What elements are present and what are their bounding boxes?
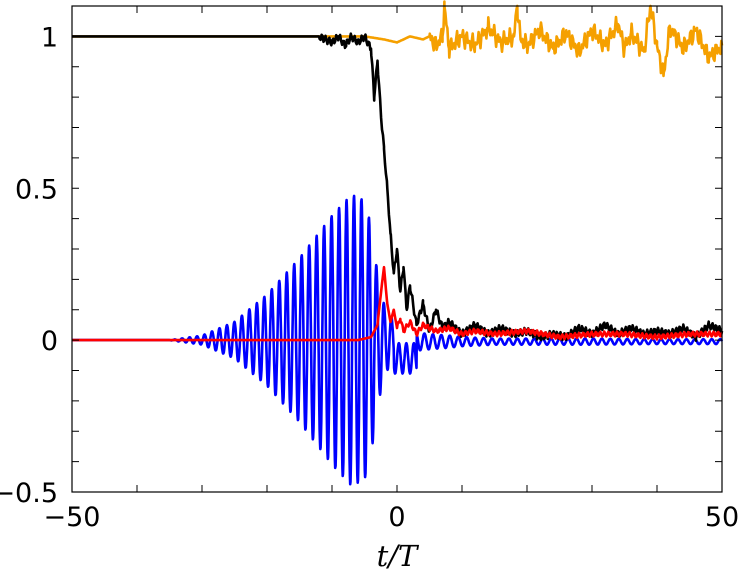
- plot-lines: [71, 0, 724, 486]
- x-tick-label: 0: [388, 502, 405, 533]
- axis-ticks: [71, 6, 723, 493]
- x-tick-label: 50: [705, 502, 739, 533]
- y-tick-label: 1: [41, 22, 58, 53]
- y-tick-label: 0: [41, 326, 58, 357]
- x-axis-label: t/T: [377, 539, 420, 573]
- series-line-1: [71, 32, 724, 343]
- x-tick-label: −50: [44, 502, 101, 533]
- axis-tick-labels: −50 0 50 −0.5 0 0.5 1: [0, 22, 739, 533]
- series-line-2: [71, 265, 723, 342]
- y-tick-label: 0.5: [15, 174, 58, 205]
- y-tick-label: −0.5: [0, 478, 58, 509]
